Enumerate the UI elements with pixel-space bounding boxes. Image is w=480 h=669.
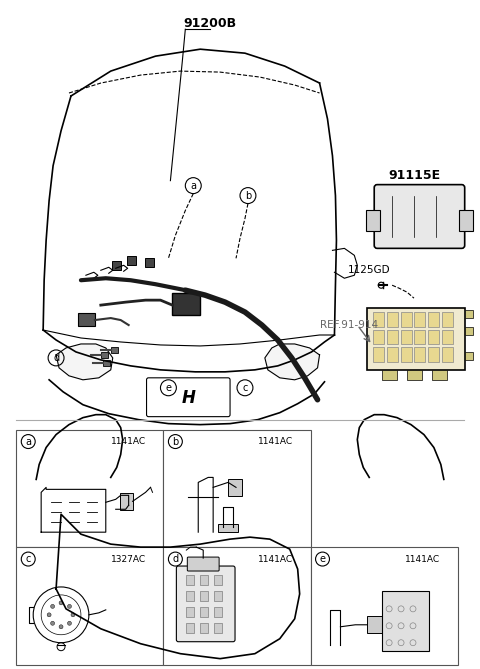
FancyBboxPatch shape bbox=[429, 347, 439, 363]
Bar bbox=[214, 607, 222, 617]
FancyBboxPatch shape bbox=[127, 256, 136, 265]
Bar bbox=[186, 591, 194, 601]
Text: e: e bbox=[320, 554, 325, 564]
Bar bbox=[186, 575, 194, 585]
FancyBboxPatch shape bbox=[415, 347, 425, 363]
FancyBboxPatch shape bbox=[443, 347, 453, 363]
Text: 1141AC: 1141AC bbox=[258, 437, 293, 446]
FancyBboxPatch shape bbox=[373, 330, 384, 345]
Bar bbox=[214, 623, 222, 633]
Bar bbox=[200, 575, 208, 585]
Polygon shape bbox=[265, 344, 320, 380]
FancyBboxPatch shape bbox=[112, 261, 121, 270]
FancyBboxPatch shape bbox=[228, 479, 242, 496]
FancyBboxPatch shape bbox=[387, 312, 397, 326]
FancyBboxPatch shape bbox=[367, 616, 382, 634]
FancyBboxPatch shape bbox=[429, 312, 439, 326]
Text: 1141AC: 1141AC bbox=[258, 555, 293, 563]
FancyBboxPatch shape bbox=[429, 330, 439, 345]
Text: d: d bbox=[172, 554, 179, 564]
FancyBboxPatch shape bbox=[387, 347, 397, 363]
Text: a: a bbox=[25, 437, 31, 446]
Text: d: d bbox=[53, 353, 59, 363]
Text: 91115E: 91115E bbox=[388, 169, 440, 182]
Text: 1141AC: 1141AC bbox=[111, 437, 146, 446]
Bar bbox=[101, 352, 108, 358]
Text: 91200B: 91200B bbox=[184, 17, 237, 30]
Bar bbox=[200, 607, 208, 617]
FancyBboxPatch shape bbox=[415, 312, 425, 326]
Text: c: c bbox=[25, 554, 31, 564]
Bar bbox=[16, 429, 164, 547]
Circle shape bbox=[71, 613, 75, 617]
Text: e: e bbox=[166, 383, 171, 393]
FancyBboxPatch shape bbox=[382, 591, 429, 651]
FancyBboxPatch shape bbox=[373, 312, 384, 326]
Bar bbox=[200, 591, 208, 601]
FancyBboxPatch shape bbox=[443, 312, 453, 326]
Circle shape bbox=[68, 622, 72, 626]
FancyBboxPatch shape bbox=[373, 347, 384, 363]
Bar bbox=[111, 347, 118, 353]
Text: b: b bbox=[245, 191, 251, 201]
Bar bbox=[214, 575, 222, 585]
Circle shape bbox=[68, 604, 72, 608]
Text: 1125GD: 1125GD bbox=[348, 266, 391, 275]
Circle shape bbox=[50, 604, 55, 608]
FancyBboxPatch shape bbox=[401, 312, 411, 326]
Bar bbox=[465, 310, 473, 318]
FancyBboxPatch shape bbox=[459, 209, 473, 231]
FancyBboxPatch shape bbox=[172, 293, 200, 315]
Bar bbox=[465, 327, 473, 335]
Bar bbox=[432, 370, 447, 380]
FancyBboxPatch shape bbox=[176, 566, 235, 642]
FancyBboxPatch shape bbox=[367, 308, 465, 370]
Text: b: b bbox=[172, 437, 179, 446]
Bar bbox=[465, 352, 473, 360]
FancyBboxPatch shape bbox=[120, 493, 133, 510]
FancyBboxPatch shape bbox=[187, 557, 219, 571]
Bar bbox=[200, 623, 208, 633]
Polygon shape bbox=[56, 344, 113, 380]
FancyBboxPatch shape bbox=[443, 330, 453, 345]
Bar bbox=[164, 429, 311, 547]
Bar bbox=[311, 547, 458, 664]
Bar bbox=[186, 607, 194, 617]
Bar bbox=[214, 591, 222, 601]
Text: 1327AC: 1327AC bbox=[111, 555, 146, 563]
Circle shape bbox=[47, 613, 51, 617]
FancyBboxPatch shape bbox=[145, 258, 154, 267]
Text: 1141AC: 1141AC bbox=[406, 555, 441, 563]
FancyBboxPatch shape bbox=[387, 330, 397, 345]
Text: H: H bbox=[181, 389, 195, 407]
FancyBboxPatch shape bbox=[218, 524, 238, 533]
Text: a: a bbox=[190, 181, 196, 191]
Text: REF.91-914: REF.91-914 bbox=[320, 320, 378, 330]
Bar bbox=[164, 547, 311, 664]
FancyBboxPatch shape bbox=[401, 330, 411, 345]
Bar bbox=[407, 370, 422, 380]
Bar bbox=[186, 623, 194, 633]
Bar bbox=[103, 360, 110, 366]
Circle shape bbox=[50, 622, 55, 626]
FancyBboxPatch shape bbox=[78, 312, 96, 326]
FancyBboxPatch shape bbox=[366, 209, 380, 231]
FancyBboxPatch shape bbox=[401, 347, 411, 363]
Circle shape bbox=[59, 625, 63, 629]
Circle shape bbox=[59, 601, 63, 605]
Bar bbox=[382, 370, 397, 380]
Bar bbox=[16, 547, 164, 664]
FancyBboxPatch shape bbox=[415, 330, 425, 345]
Text: c: c bbox=[242, 383, 248, 393]
FancyBboxPatch shape bbox=[146, 378, 230, 417]
FancyBboxPatch shape bbox=[374, 185, 465, 248]
